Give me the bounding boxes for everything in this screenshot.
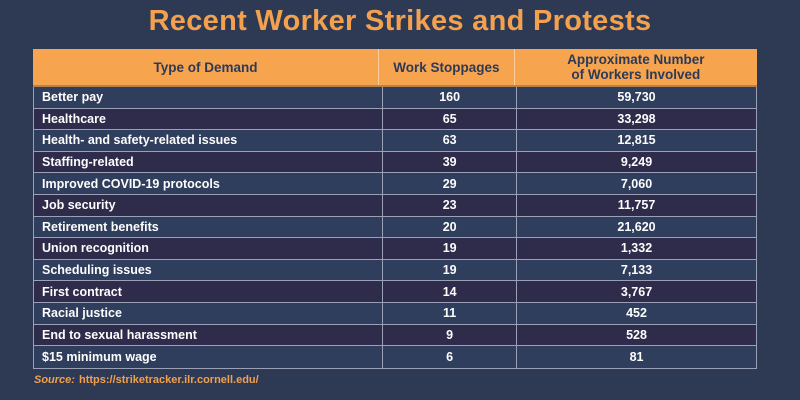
stoppages-cell: 65 (382, 108, 516, 130)
chart-title: Recent Worker Strikes and Protests (148, 5, 652, 37)
table-row: Job security 23 11,757 (34, 194, 756, 217)
stoppages-cell: 23 (382, 194, 516, 216)
table-row: Better pay 160 59,730 (34, 87, 756, 109)
table-row: Health- and safety-related issues 63 12,… (34, 130, 756, 152)
table-row: First contract 14 3,767 (34, 281, 756, 303)
stoppages-cell: 39 (382, 151, 516, 173)
table-row: Improved COVID-19 protocols 29 7,060 (34, 173, 756, 195)
workers-cell: 21,620 (516, 216, 756, 238)
table-row: Racial justice 11 452 (34, 302, 756, 325)
demand-cell: Staffing-related (42, 155, 134, 170)
workers-cell: 9,249 (516, 151, 756, 173)
column-header-demand: Type of Demand (153, 59, 258, 75)
demands-table: Type of Demand Work Stoppages Approximat… (33, 49, 757, 369)
stoppages-cell: 160 (382, 87, 516, 108)
workers-cell: 33,298 (516, 108, 756, 130)
table-row: Healthcare 65 33,298 (34, 108, 756, 131)
stoppages-cell: 14 (382, 281, 516, 302)
workers-cell: 1,332 (516, 238, 756, 259)
stoppages-cell: 63 (382, 130, 516, 151)
demand-cell: Scheduling issues (42, 263, 152, 278)
workers-cell: 11,757 (516, 194, 756, 216)
source-label: Source: (34, 374, 75, 386)
table-row: $15 minimum wage 6 81 (34, 346, 756, 368)
table-row: Staffing-related 39 9,249 (34, 151, 756, 174)
demand-cell: $15 minimum wage (42, 349, 157, 364)
table-body: Better pay 160 59,730 Healthcare 65 33,2… (33, 87, 757, 369)
demand-cell: Union recognition (42, 241, 149, 256)
demand-cell: Retirement benefits (42, 219, 159, 234)
table-header-row: Type of Demand Work Stoppages Approximat… (33, 49, 757, 87)
workers-cell: 81 (516, 346, 756, 368)
workers-cell: 528 (516, 324, 756, 346)
workers-cell: 3,767 (516, 281, 756, 302)
workers-cell: 59,730 (516, 87, 756, 108)
stoppages-cell: 9 (382, 324, 516, 346)
stoppages-cell: 6 (382, 346, 516, 368)
workers-cell: 12,815 (516, 130, 756, 151)
demand-cell: Health- and safety-related issues (42, 133, 238, 148)
workers-cell: 7,133 (516, 259, 756, 281)
table-row: End to sexual harassment 9 528 (34, 324, 756, 347)
source-note: Source: https://striketracker.ilr.cornell… (34, 374, 259, 386)
workers-cell: 452 (516, 302, 756, 324)
stoppages-cell: 20 (382, 216, 516, 238)
workers-cell: 7,060 (516, 173, 756, 194)
demand-cell: First contract (42, 284, 122, 299)
table-row: Union recognition 19 1,332 (34, 238, 756, 260)
source-url[interactable]: https://striketracker.ilr.cornell.edu/ (78, 374, 259, 386)
table-row: Scheduling issues 19 7,133 (34, 259, 756, 282)
stoppages-cell: 29 (382, 173, 516, 194)
demand-cell: Improved COVID-19 protocols (42, 176, 220, 191)
demand-cell: Healthcare (42, 111, 106, 126)
column-header-workers: Approximate Number of Workers Involved (513, 49, 757, 85)
stoppages-cell: 19 (382, 259, 516, 281)
demand-cell: Better pay (42, 90, 104, 105)
demand-cell: End to sexual harassment (42, 327, 197, 342)
demand-cell: Racial justice (42, 306, 122, 321)
column-header-stoppages: Work Stoppages (378, 49, 514, 85)
stoppages-cell: 11 (382, 302, 516, 324)
stoppages-cell: 19 (382, 238, 516, 259)
table-row: Retirement benefits 20 21,620 (34, 216, 756, 239)
demand-cell: Job security (42, 198, 116, 213)
